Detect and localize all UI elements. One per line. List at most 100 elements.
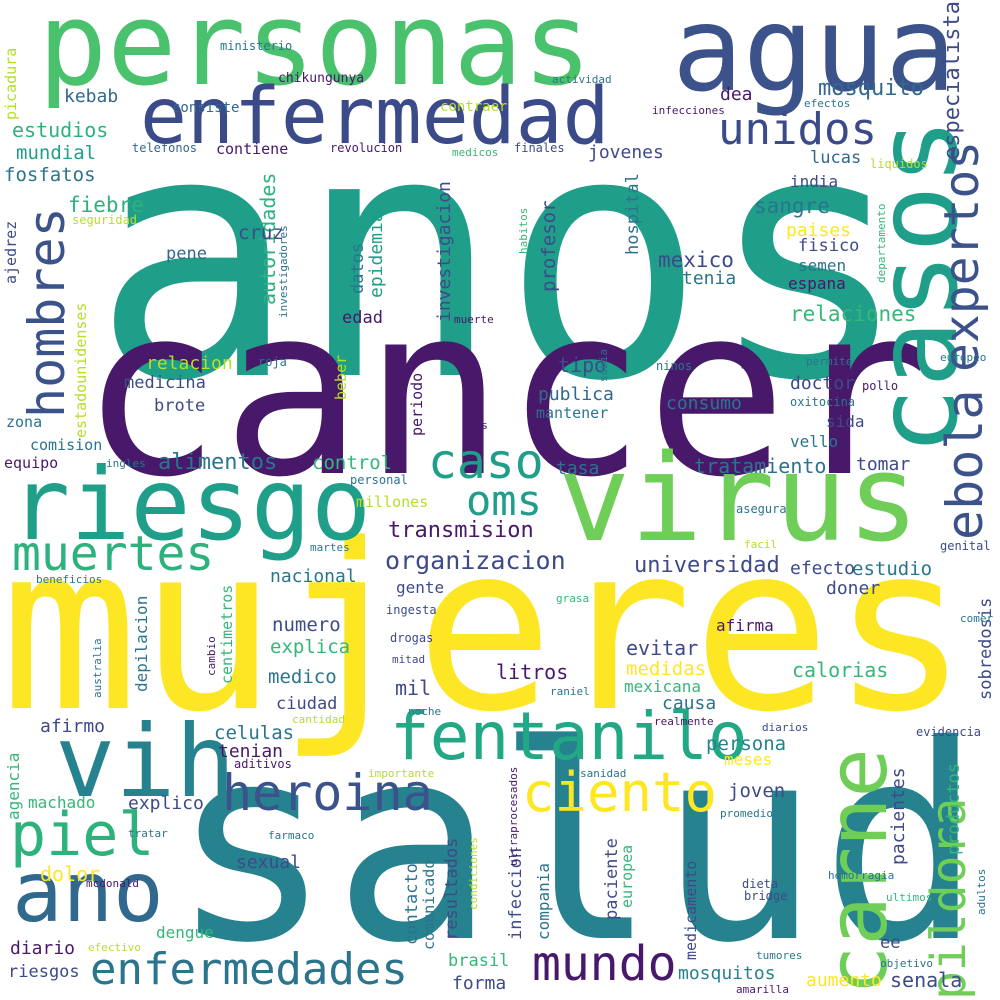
word-calorias: calorias <box>792 658 889 682</box>
word-cancer: cancer <box>80 256 929 529</box>
word-diario: diario <box>10 938 76 959</box>
word-comunicado: comunicado <box>420 859 438 950</box>
word-sida: sida <box>826 412 865 431</box>
word-explica: explica <box>270 636 351 658</box>
word-resultados: resultados <box>442 837 462 940</box>
word-aumento: aumento <box>806 970 882 991</box>
word-cantidad: cantidad <box>292 713 345 726</box>
word-explico: explico <box>128 793 204 814</box>
word-mcdonald: mcdonald <box>86 877 139 890</box>
word-hospital: hospital <box>623 173 643 255</box>
word-estudios: estudios <box>12 118 109 142</box>
word-compania: compania <box>534 862 553 940</box>
word-actividad: actividad <box>552 73 612 86</box>
word-comer: comer <box>960 612 994 625</box>
word-senala: senala <box>890 968 963 992</box>
word-semen: semen <box>798 256 847 275</box>
word-grasa: grasa <box>556 592 590 605</box>
word-equipo: equipo <box>4 454 59 472</box>
word-efectivo: efectivo <box>88 941 141 954</box>
word-investigacion: investigacion <box>434 181 455 322</box>
word-jovenes: jovenes <box>588 142 664 163</box>
word-fiebre: fiebre <box>68 193 144 217</box>
word-ajedrez: ajedrez <box>2 220 20 284</box>
word-drogas: drogas <box>390 631 434 645</box>
word-publica: publica <box>538 384 614 405</box>
word-machado: machado <box>28 793 96 812</box>
word-ciudad: ciudad <box>276 694 338 714</box>
word-afirma: afirma <box>716 616 774 635</box>
word-riesgos: riesgos <box>8 962 80 982</box>
word-mexico: mexico <box>658 248 734 272</box>
word-litros: litros <box>496 660 569 684</box>
word-objetivo: objetivo <box>880 957 933 970</box>
word-unidos: unidos <box>718 104 877 155</box>
word-adultos: adultos <box>975 868 988 915</box>
word-estadounidenses: estadounidenses <box>72 302 90 438</box>
word-relacion: relacion <box>146 353 233 374</box>
word-ee: ee <box>880 933 901 953</box>
word-europeo: europeo <box>940 351 987 364</box>
word-hombres: hombres <box>18 207 76 418</box>
word-dolor: dolor <box>40 862 101 886</box>
word-departamento: departamento <box>875 203 888 283</box>
word-raniel: raniel <box>550 685 590 698</box>
word-fentanilo: fentanilo <box>390 698 748 775</box>
word-liquidos: liquidos <box>870 157 928 171</box>
word-picadura: picadura <box>2 47 20 120</box>
word-mitad: mitad <box>392 653 426 666</box>
word-importante: importante <box>368 767 435 780</box>
word-especialista: especialista <box>940 1 965 160</box>
word-expertos: expertos <box>934 140 990 372</box>
word-infecciones: infecciones <box>652 104 725 117</box>
word-revolucion: revolucion <box>330 141 403 155</box>
word-ingesta: ingesta <box>386 603 437 617</box>
word-asegura: asegura <box>736 502 787 516</box>
word-dengue: dengue <box>156 923 214 942</box>
word-mosquitos: mosquitos <box>678 963 776 984</box>
word-finales: finales <box>514 141 565 155</box>
word-aditivos: aditivos <box>234 757 292 771</box>
word-ministerio: ministerio <box>220 39 293 53</box>
word-mil: mil <box>395 676 432 700</box>
word-lucas: lucas <box>810 148 862 168</box>
word-sabia: sabia <box>597 348 610 382</box>
word-bridge: bridge <box>744 889 788 903</box>
word-enfermedad: enfermedad <box>140 72 610 162</box>
word-kebab: kebab <box>64 86 119 107</box>
word-sanidad: sanidad <box>580 767 627 780</box>
word-piel: piel <box>10 800 155 870</box>
word-medidas: medidas <box>626 658 707 680</box>
word-ebola: ebola <box>936 389 994 540</box>
word-gente: gente <box>396 578 445 597</box>
word-vello: vello <box>790 432 839 451</box>
word-ano: ano <box>12 843 164 941</box>
word-afirmo: afirmo <box>40 716 106 737</box>
word-investigadores: investigadores <box>277 225 290 318</box>
word-agua: agua <box>672 0 957 118</box>
word-productos: productos <box>944 762 964 855</box>
word-pene: pene <box>166 244 207 264</box>
word-muerte: muerte <box>454 313 494 326</box>
word-habitos: habitos <box>517 207 530 254</box>
word-tipo: tipo <box>558 353 607 377</box>
word-personas: personas <box>38 0 592 112</box>
word-mantener: mantener <box>536 404 609 422</box>
word-medico: medico <box>268 666 337 688</box>
word-sexual: sexual <box>236 852 302 873</box>
word-dieta: dieta <box>742 877 779 891</box>
word-mosquito: mosquito <box>818 76 924 101</box>
word-chikungunya: chikungunya <box>278 71 365 86</box>
word-celulas: celulas <box>214 722 295 744</box>
word-tenian: tenian <box>218 741 284 762</box>
word-estudio: estudio <box>852 558 933 580</box>
word-medicos: medicos <box>452 146 499 159</box>
word-permite: permite <box>806 355 853 368</box>
word-mexicana: mexicana <box>624 677 702 696</box>
word-anos: anos <box>92 60 911 456</box>
word-evidencia: evidencia <box>916 725 982 739</box>
word-comision: comision <box>30 436 103 454</box>
word-australia: australia <box>91 638 104 698</box>
word-transmision: transmision <box>388 518 534 543</box>
word-tumores: tumores <box>756 949 803 962</box>
